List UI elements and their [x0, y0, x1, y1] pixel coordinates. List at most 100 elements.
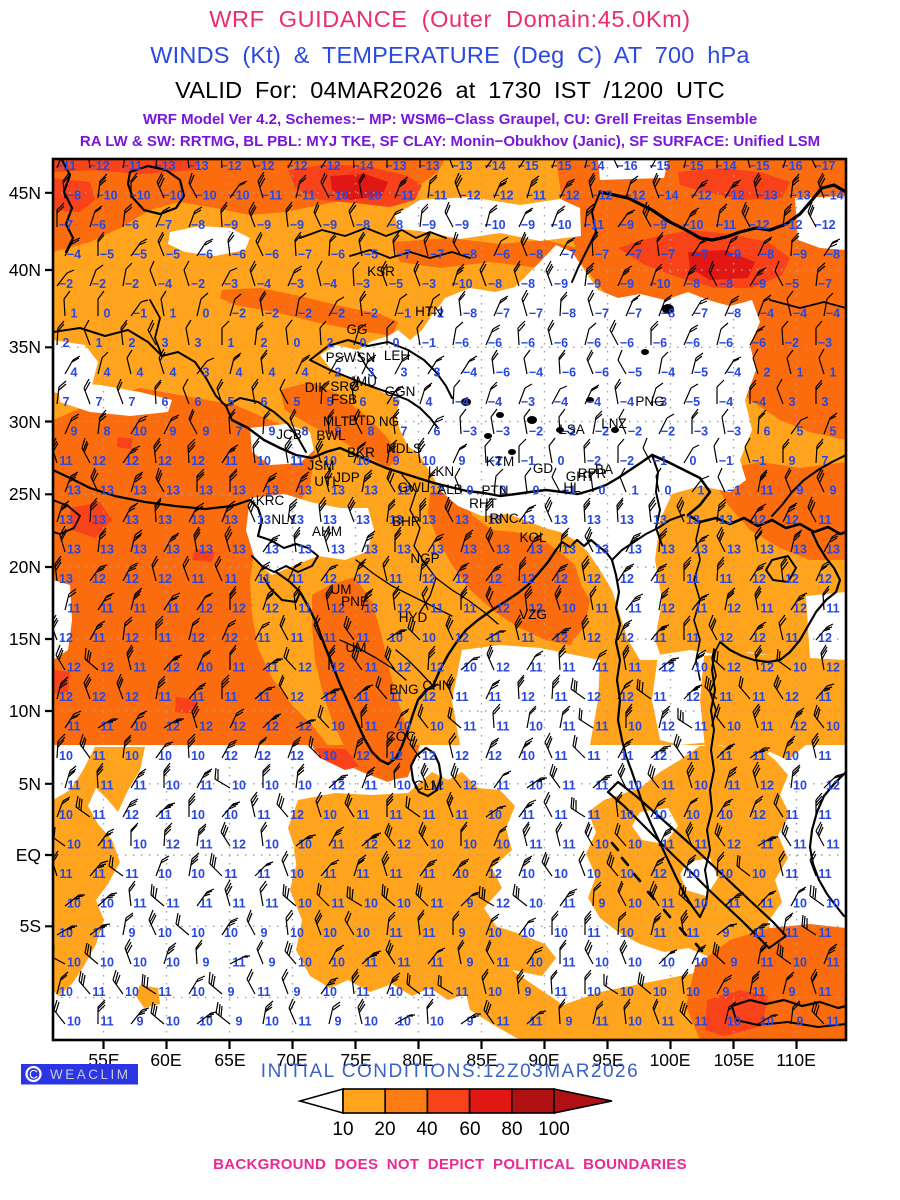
svg-text:11: 11	[364, 661, 377, 675]
svg-text:11: 11	[92, 926, 105, 940]
svg-text:−2: −2	[587, 454, 601, 468]
svg-text:GGN: GGN	[385, 384, 416, 399]
svg-text:12: 12	[158, 572, 172, 586]
svg-text:UM: UM	[331, 582, 352, 597]
svg-text:9: 9	[261, 926, 268, 940]
svg-text:12: 12	[818, 572, 832, 586]
svg-text:40N: 40N	[9, 260, 41, 280]
svg-text:−10: −10	[550, 218, 571, 232]
svg-text:11: 11	[331, 838, 344, 852]
svg-text:−5: −5	[389, 277, 403, 291]
svg-text:11: 11	[356, 867, 369, 881]
svg-text:11: 11	[562, 838, 575, 852]
svg-text:13: 13	[364, 484, 378, 498]
svg-text:−9: −9	[653, 218, 667, 232]
svg-text:10: 10	[59, 808, 73, 822]
svg-text:1: 1	[632, 484, 639, 498]
svg-text:9: 9	[137, 1015, 144, 1029]
svg-text:12: 12	[785, 513, 799, 527]
svg-text:−2: −2	[125, 277, 139, 291]
svg-text:11: 11	[92, 867, 105, 881]
svg-text:10: 10	[686, 808, 700, 822]
svg-text:10: 10	[793, 956, 807, 970]
svg-text:6: 6	[764, 425, 771, 439]
svg-text:12: 12	[488, 572, 502, 586]
svg-text:10: 10	[488, 985, 502, 999]
svg-text:80: 80	[501, 1119, 522, 1140]
svg-text:HTN: HTN	[415, 304, 443, 319]
svg-text:12: 12	[661, 661, 675, 675]
svg-text:DIK: DIK	[305, 380, 328, 395]
svg-text:11: 11	[92, 985, 105, 999]
svg-text:13: 13	[496, 543, 510, 557]
svg-text:11: 11	[587, 749, 600, 763]
svg-text:−4: −4	[727, 366, 741, 380]
svg-text:9: 9	[203, 425, 210, 439]
svg-text:5N: 5N	[19, 774, 41, 794]
svg-text:−1: −1	[422, 336, 436, 350]
svg-text:10: 10	[488, 808, 502, 822]
svg-text:−9: −9	[257, 218, 271, 232]
svg-text:−7: −7	[595, 307, 609, 321]
svg-text:10: 10	[323, 454, 337, 468]
svg-text:11: 11	[661, 897, 674, 911]
svg-text:10: 10	[628, 838, 642, 852]
svg-text:11: 11	[422, 926, 435, 940]
svg-text:12: 12	[752, 631, 766, 645]
svg-text:4: 4	[71, 366, 78, 380]
svg-text:12: 12	[620, 572, 634, 586]
svg-text:10: 10	[653, 808, 667, 822]
svg-text:11: 11	[719, 690, 732, 704]
svg-text:−6: −6	[587, 336, 601, 350]
svg-text:−10: −10	[162, 189, 183, 203]
svg-text:12: 12	[125, 572, 139, 586]
svg-text:10: 10	[628, 1015, 642, 1029]
svg-text:−7: −7	[661, 248, 675, 262]
svg-text:10: 10	[529, 779, 543, 793]
svg-text:−13: −13	[385, 159, 406, 173]
svg-text:10: 10	[100, 897, 114, 911]
svg-text:−5: −5	[166, 248, 180, 262]
svg-text:0: 0	[533, 484, 540, 498]
svg-text:11: 11	[554, 690, 567, 704]
svg-text:12: 12	[166, 720, 180, 734]
svg-text:9: 9	[797, 1015, 804, 1029]
svg-text:13: 13	[455, 513, 469, 527]
svg-text:10: 10	[694, 897, 708, 911]
svg-text:11: 11	[818, 808, 831, 822]
svg-text:11: 11	[826, 1015, 839, 1029]
svg-text:9: 9	[71, 425, 78, 439]
svg-text:−11: −11	[584, 218, 605, 232]
svg-text:13: 13	[521, 513, 535, 527]
svg-text:RPR: RPR	[578, 466, 607, 481]
svg-text:12: 12	[323, 572, 337, 586]
svg-text:10: 10	[397, 720, 411, 734]
svg-text:PTN: PTN	[482, 483, 509, 498]
svg-text:−7: −7	[694, 307, 708, 321]
svg-text:12: 12	[166, 661, 180, 675]
svg-text:10: 10	[554, 926, 568, 940]
svg-text:11: 11	[389, 867, 402, 881]
svg-text:10: 10	[826, 720, 840, 734]
svg-text:10: 10	[265, 838, 279, 852]
svg-text:10: 10	[166, 779, 180, 793]
svg-text:9: 9	[269, 425, 276, 439]
svg-text:10: 10	[587, 985, 601, 999]
svg-text:12: 12	[455, 572, 469, 586]
svg-text:12: 12	[422, 690, 436, 704]
svg-text:105E: 105E	[714, 1050, 755, 1070]
svg-text:−6: −6	[496, 366, 510, 380]
svg-text:−12: −12	[748, 218, 769, 232]
svg-text:13: 13	[331, 484, 345, 498]
svg-text:NGP: NGP	[410, 551, 439, 566]
svg-text:12: 12	[554, 631, 568, 645]
svg-text:−2: −2	[232, 307, 246, 321]
svg-text:NG: NG	[379, 414, 399, 429]
svg-text:−7: −7	[694, 248, 708, 262]
svg-text:−3: −3	[694, 425, 708, 439]
svg-text:13: 13	[554, 513, 568, 527]
svg-text:12: 12	[59, 690, 73, 704]
svg-text:13: 13	[463, 543, 477, 557]
svg-text:13: 13	[694, 543, 708, 557]
svg-text:12: 12	[331, 602, 345, 616]
